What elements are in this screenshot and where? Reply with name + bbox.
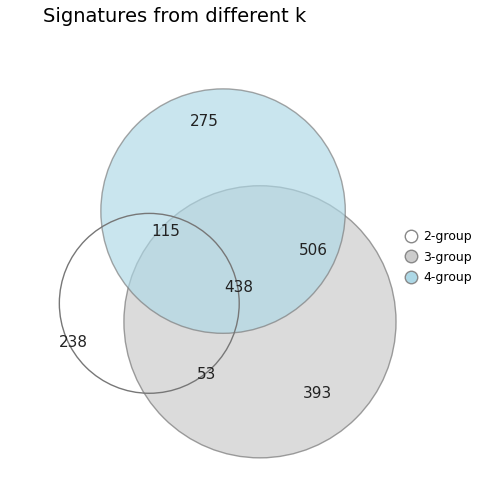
Text: 275: 275 — [190, 114, 219, 129]
Text: 53: 53 — [197, 367, 217, 383]
Legend: 2-group, 3-group, 4-group: 2-group, 3-group, 4-group — [405, 230, 472, 284]
Text: 393: 393 — [303, 386, 332, 401]
Circle shape — [124, 186, 396, 458]
Circle shape — [101, 89, 345, 333]
Text: Signatures from different k: Signatures from different k — [43, 7, 306, 26]
Text: 115: 115 — [151, 224, 180, 239]
Text: 238: 238 — [58, 335, 88, 350]
Text: 506: 506 — [298, 243, 328, 258]
Text: 438: 438 — [225, 280, 254, 295]
